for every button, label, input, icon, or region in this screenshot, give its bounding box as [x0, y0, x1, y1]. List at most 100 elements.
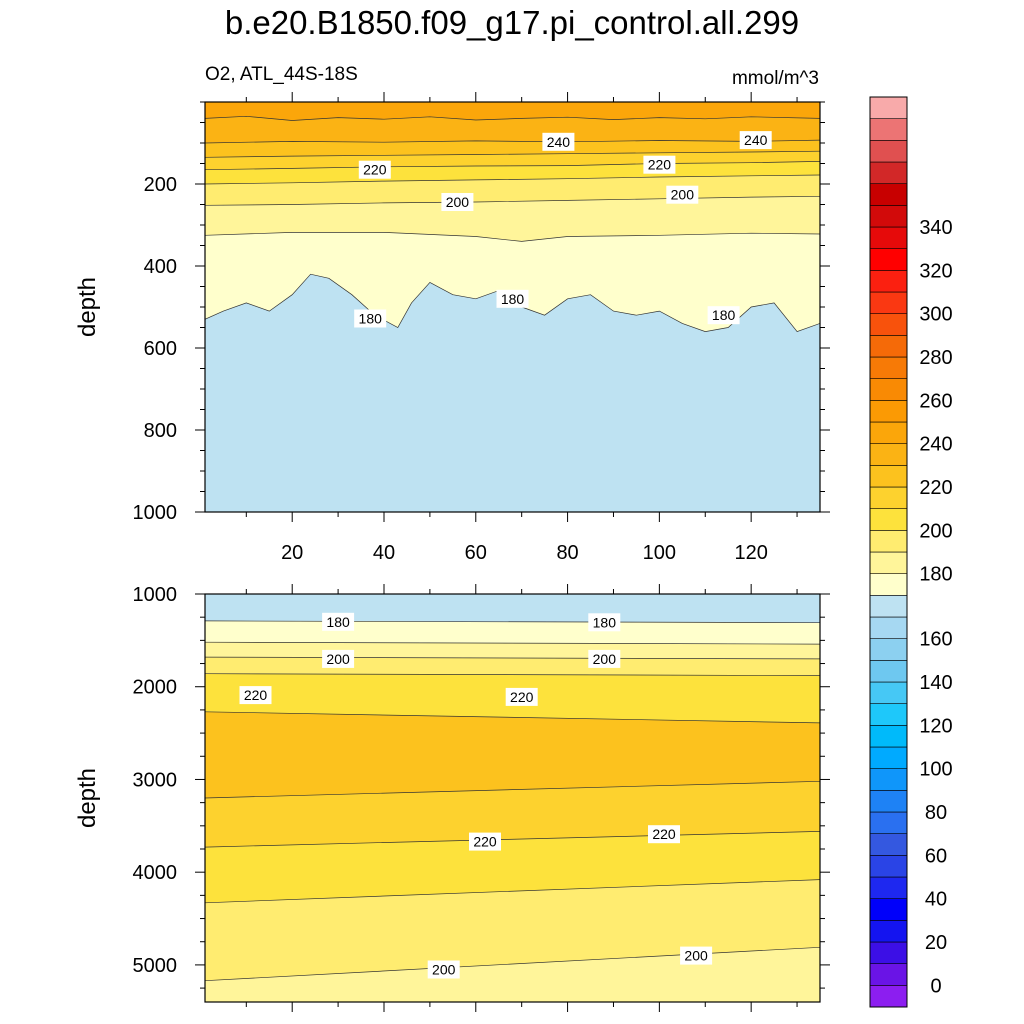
colorbar-swatch — [869, 161, 908, 184]
x-tick-label: 60 — [465, 542, 487, 564]
contour-label-text: 240 — [744, 132, 768, 148]
colorbar-swatch — [869, 855, 908, 878]
colorbar-swatch — [869, 660, 908, 683]
fill-band — [205, 947, 820, 1002]
contour-line — [205, 711, 820, 724]
colorbar-swatch — [869, 876, 908, 899]
y-tick-label: 400 — [144, 256, 177, 278]
fill-band — [205, 620, 820, 645]
colorbar-tick-label: 260 — [919, 390, 952, 412]
contour-line — [205, 641, 820, 645]
y-tick-label: 1000 — [133, 584, 178, 606]
contour-label-text: 200 — [593, 651, 617, 667]
colorbar-tick-label: 100 — [919, 759, 952, 781]
contour-label: 200 — [680, 946, 713, 965]
contour-label-bg — [588, 649, 621, 668]
contour-label-text: 180 — [593, 614, 617, 630]
contour-line — [205, 150, 820, 158]
contour-label-text: 200 — [432, 962, 456, 978]
y-tick-label: 4000 — [133, 862, 178, 884]
contour-label-bg — [739, 131, 772, 150]
y-axis-title: depth — [74, 768, 101, 828]
contour-label-text: 180 — [326, 614, 350, 630]
colorbar-swatch — [869, 270, 908, 293]
contour-label: 220 — [239, 686, 272, 705]
colorbar-swatch — [869, 681, 908, 704]
plot-area: 180 180 200 200 220 220 220 220 200 200 — [205, 594, 820, 1002]
contour-label: 180 — [322, 612, 355, 631]
colorbar-tick-label: 80 — [925, 802, 947, 824]
fill-band — [205, 642, 820, 659]
contour-label: 220 — [469, 832, 501, 851]
colorbar-swatch — [869, 205, 908, 228]
colorbar-swatch — [869, 920, 908, 943]
colorbar-swatch — [869, 183, 908, 206]
colorbar-tick-label: 340 — [919, 217, 952, 239]
variable-region-label: O2, ATL_44S-18S — [205, 64, 358, 85]
colorbar-swatch — [869, 508, 908, 531]
contour-label: 200 — [322, 649, 355, 668]
contour-label-text: 180 — [501, 291, 525, 307]
contour-label-bg — [643, 155, 676, 174]
chart-title: b.e20.B1850.f09_g17.pi_control.all.299 — [224, 4, 800, 41]
y-axis-title: depth — [74, 277, 101, 337]
colorbar-swatch — [869, 768, 908, 791]
x-tick-label: 100 — [643, 542, 676, 564]
contour-line — [205, 656, 820, 660]
y-tick-label: 3000 — [133, 769, 178, 791]
fill-band — [205, 831, 820, 903]
y-tick-label: 600 — [144, 338, 177, 360]
colorbar-tick-label: 320 — [919, 260, 952, 282]
fill-band — [205, 657, 820, 676]
colorbar-tick-label: 160 — [919, 629, 952, 651]
colorbar-swatch — [869, 573, 908, 596]
colorbar-swatch — [869, 790, 908, 813]
contour-label: 200 — [427, 960, 460, 979]
contour-label-bg — [469, 832, 501, 851]
y-tick-label: 1000 — [133, 502, 178, 524]
colorbar-swatch — [869, 985, 908, 1008]
colorbar-swatch — [869, 941, 908, 964]
contour-label-bg — [354, 309, 387, 328]
contour-line — [205, 139, 820, 144]
contour-label-text: 200 — [671, 187, 695, 203]
contour-label-bg — [707, 306, 740, 325]
contour-label-bg — [680, 946, 713, 965]
contour-label: 220 — [358, 160, 391, 179]
contour-label: 220 — [648, 825, 680, 844]
contour-label-text: 220 — [363, 162, 387, 178]
colorbar-tick-label: 280 — [919, 347, 952, 369]
contour-label: 200 — [588, 649, 621, 668]
contour-label: 240 — [542, 132, 575, 151]
colorbar-swatch — [869, 313, 908, 336]
colorbar-swatch — [869, 725, 908, 748]
contour-label-text: 220 — [510, 689, 534, 705]
y-tick-label: 800 — [144, 420, 177, 442]
colorbar-tick-label: 20 — [925, 932, 947, 954]
colorbar-swatch — [869, 703, 908, 726]
contour-label-bg — [441, 193, 474, 211]
contour-label-bg — [322, 612, 355, 631]
colorbar-tick-label: 200 — [919, 520, 952, 542]
x-tick-label: 120 — [734, 542, 767, 564]
x-tick-label: 80 — [556, 542, 578, 564]
colorbar-swatch — [869, 356, 908, 379]
colorbar-swatch — [869, 486, 908, 509]
colorbar-swatch — [869, 963, 908, 986]
contour-label-bg — [505, 687, 538, 706]
y-tick-label: 200 — [144, 174, 177, 196]
contour-label-bg — [496, 289, 529, 308]
colorbar-swatch — [869, 140, 908, 163]
colorbar-swatch — [869, 291, 908, 314]
colorbar-swatch — [869, 811, 908, 834]
contour-label-bg — [648, 825, 680, 844]
contour-label-bg — [322, 649, 355, 668]
contour-label-text: 220 — [244, 687, 268, 703]
contour-line — [205, 115, 820, 121]
contour-label-bg — [358, 160, 391, 179]
colorbar-swatch — [869, 746, 908, 769]
colorbar-swatch — [869, 118, 908, 141]
colorbar-swatch — [869, 595, 908, 618]
colorbar-tick-label: 140 — [919, 672, 952, 694]
